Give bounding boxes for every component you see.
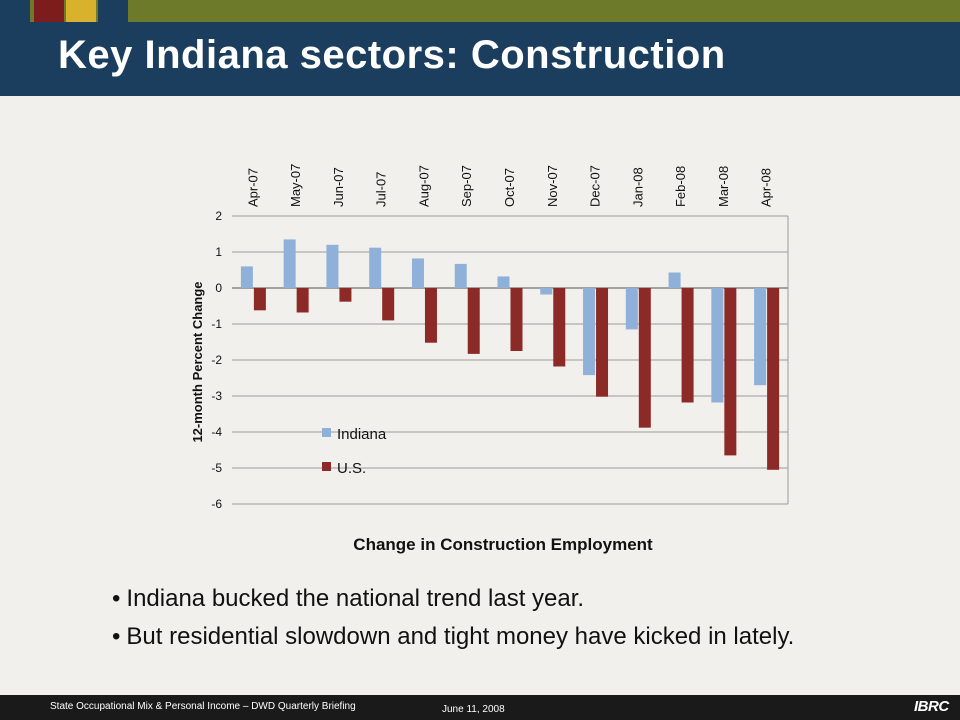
x-category-label: Apr-08 — [759, 168, 774, 207]
accent-square — [66, 0, 96, 22]
legend-swatch-us — [322, 462, 331, 471]
bar-indiana — [454, 263, 467, 288]
y-tick-label: -4 — [211, 425, 222, 439]
bar-us — [382, 288, 395, 321]
y-axis-label: 12-month Percent Change — [190, 281, 205, 442]
accent-square — [0, 0, 30, 22]
bar-indiana — [711, 288, 724, 403]
footer-bar: State Occupational Mix & Personal Income… — [0, 695, 960, 720]
bullet-text: But residential slowdown and tight money… — [126, 623, 795, 650]
title-bar — [0, 22, 960, 96]
bar-us — [681, 288, 694, 403]
x-category-label: Mar-08 — [716, 166, 731, 207]
x-category-label: Jul-07 — [374, 172, 389, 207]
bar-us — [424, 288, 437, 343]
y-tick-label: 0 — [215, 281, 222, 295]
y-axis-ticks: 2 1 0 -1 -2 -3 -4 -5 -6 — [211, 209, 222, 511]
bar-indiana — [369, 247, 382, 288]
bar-indiana — [668, 272, 681, 288]
x-axis-category-labels: Apr-07 May-07 Jun-07 Jul-07 Aug-07 Sep-07 Oct-… — [245, 164, 773, 207]
bar-indiana — [625, 288, 638, 330]
x-category-label: Dec-07 — [588, 165, 603, 207]
bar-us — [296, 288, 309, 313]
bar-us — [339, 288, 352, 302]
bar-indiana — [754, 288, 767, 386]
x-category-label: May-07 — [288, 164, 303, 207]
footer-presentation-title: State Occupational Mix & Personal Income… — [50, 701, 356, 712]
y-tick-label: -3 — [211, 389, 222, 403]
bar-us — [253, 288, 266, 311]
y-tick-label: 2 — [215, 209, 222, 223]
x-category-label: Aug-07 — [416, 165, 431, 207]
legend-swatch-indiana — [322, 428, 331, 437]
bullet-dot: • — [112, 585, 121, 612]
x-category-label: Jan-08 — [630, 167, 645, 207]
bar-indiana — [283, 239, 296, 288]
top-accent-strip — [0, 0, 960, 22]
bar-us — [510, 288, 523, 351]
bullet-list: • Indiana bucked the national trend last … — [112, 584, 794, 660]
bar-indiana — [540, 288, 553, 295]
ibrc-logo: IBRC — [914, 698, 949, 715]
y-tick-label: -2 — [211, 353, 222, 367]
x-category-label: Sep-07 — [459, 165, 474, 207]
legend-label-indiana: Indiana — [337, 426, 387, 443]
y-tick-label: -1 — [211, 317, 222, 331]
y-tick-label: -6 — [211, 497, 222, 511]
bar-us — [638, 288, 651, 428]
chart-title: Change in Construction Employment — [353, 535, 653, 554]
y-tick-label: 1 — [215, 245, 222, 259]
bars — [240, 239, 780, 470]
bar-us — [553, 288, 566, 367]
x-category-label: Oct-07 — [502, 168, 517, 207]
bar-indiana — [240, 266, 253, 288]
accent-square — [98, 0, 128, 22]
slide-title: Key Indiana sectors: Construction — [58, 33, 726, 77]
bar-indiana — [583, 288, 596, 376]
bullet-item: • Indiana bucked the national trend last … — [112, 584, 794, 614]
bar-us — [724, 288, 737, 456]
y-tick-label: -5 — [211, 461, 222, 475]
x-category-label: Apr-07 — [245, 168, 260, 207]
legend: Indiana U.S. — [322, 426, 387, 477]
bar-us — [467, 288, 480, 354]
bullet-item: • But residential slowdown and tight mone… — [112, 622, 794, 652]
x-category-label: Nov-07 — [545, 165, 560, 207]
bar-us — [596, 288, 609, 397]
x-category-label: Feb-08 — [673, 166, 688, 207]
legend-label-us: U.S. — [337, 460, 366, 477]
footer-date: June 11, 2008 — [442, 704, 505, 715]
bar-indiana — [326, 244, 339, 288]
gridlines — [232, 215, 788, 505]
bar-indiana — [411, 258, 424, 288]
accent-square — [34, 0, 64, 22]
bar-us — [767, 288, 780, 470]
bullet-text: Indiana bucked the national trend last y… — [126, 585, 585, 612]
bullet-dot: • — [112, 623, 121, 650]
bar-indiana — [497, 276, 510, 288]
x-category-label: Jun-07 — [331, 167, 346, 207]
